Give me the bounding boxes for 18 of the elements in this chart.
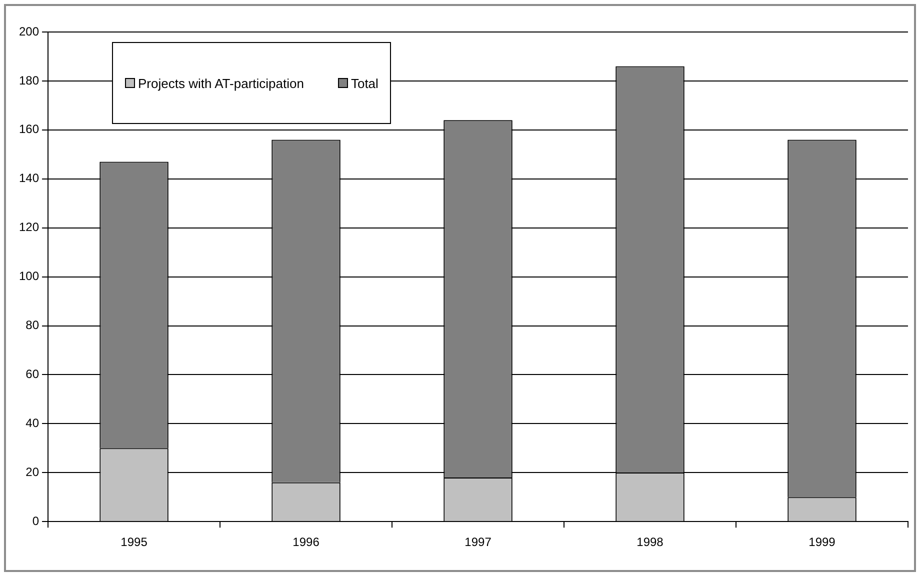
y-tick-label: 180 [18, 73, 40, 88]
y-tick-label: 40 [26, 416, 40, 430]
x-tick-label: 1999 [808, 535, 836, 550]
y-tick-label: 60 [26, 367, 40, 382]
y-tick-label: 100 [18, 269, 40, 284]
y-tick-label: 0 [32, 514, 40, 528]
y-tick-label: 140 [18, 171, 40, 186]
legend-label: Total [350, 76, 378, 90]
y-tick-label: 200 [18, 24, 40, 38]
x-tick-label: 1995 [120, 535, 148, 550]
legend-label: Projects with AT-participation [138, 76, 304, 90]
y-tick-label: 160 [18, 122, 40, 136]
x-tick-label: 1996 [292, 535, 320, 550]
x-tick-label: 1998 [636, 535, 664, 550]
y-tick-label: 120 [18, 220, 40, 234]
y-tick-label: 20 [26, 464, 40, 479]
y-tick-label: 80 [26, 318, 40, 332]
x-tick-label: 1997 [464, 535, 492, 550]
